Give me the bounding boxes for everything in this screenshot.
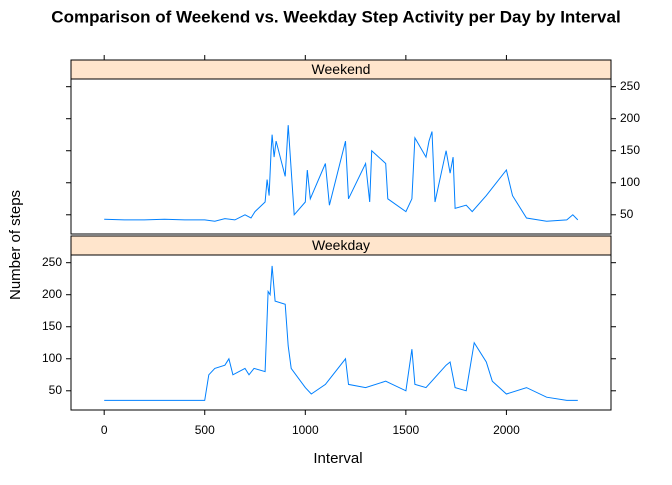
- y-tick-label: 100: [620, 175, 640, 189]
- y-tick-label: 50: [49, 383, 63, 397]
- panel: [70, 78, 612, 235]
- line: [104, 265, 578, 401]
- y-tick-label: 50: [620, 207, 634, 221]
- strip-label: Weekend: [312, 61, 371, 77]
- x-tick-label: 1000: [292, 423, 319, 437]
- x-tick-label: 1500: [393, 423, 420, 437]
- y-tick-label: 200: [42, 287, 62, 301]
- line: [104, 125, 579, 222]
- x-tick-label: 0: [101, 423, 108, 437]
- y-tick-label: 150: [620, 143, 640, 157]
- chart-title: Comparison of Weekend vs. Weekday Step A…: [51, 7, 620, 26]
- y-tick-label: 250: [42, 255, 62, 269]
- x-tick-label: 500: [195, 423, 215, 437]
- y-tick-label: 200: [620, 111, 640, 125]
- y-axis-label: Number of steps: [7, 190, 24, 300]
- strip-label: Weekday: [312, 237, 370, 253]
- panel: [70, 254, 612, 411]
- x-axis-label: Interval: [313, 450, 362, 467]
- y-tick-label: 100: [42, 351, 62, 365]
- y-tick-label: 250: [620, 79, 640, 93]
- x-tick-label: 2000: [493, 423, 520, 437]
- y-tick-label: 150: [42, 319, 62, 333]
